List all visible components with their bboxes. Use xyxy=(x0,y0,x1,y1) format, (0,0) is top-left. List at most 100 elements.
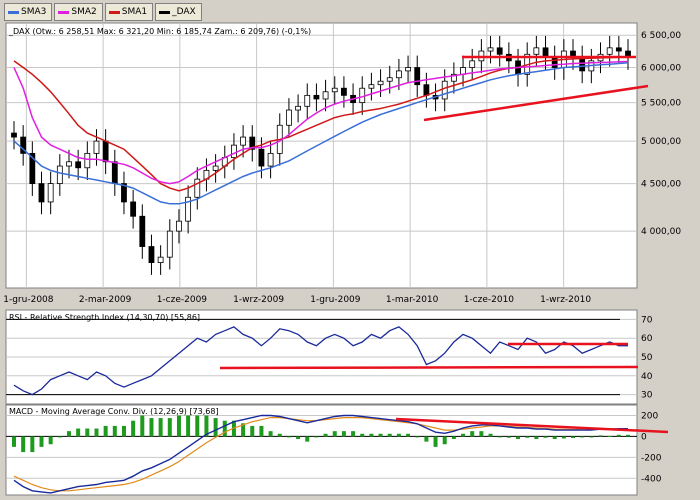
price-candle-body xyxy=(84,152,91,169)
price-x-tick-label: 1-cze-2009 xyxy=(157,295,208,305)
legend-button-label: SMA2 xyxy=(71,7,97,17)
legend-button-sma3[interactable]: SMA3 xyxy=(4,3,53,21)
macd-panel-title: MACD - Moving Average Conv. Div. (12,26,… xyxy=(9,407,219,416)
price-candle-body xyxy=(111,161,118,184)
sma1-color-swatch xyxy=(108,10,120,14)
price-x-tick-label: 1-wrz-2010 xyxy=(540,295,591,305)
price-x-tick-label: 1-wrz-2009 xyxy=(233,295,284,305)
price-candle-body xyxy=(322,91,329,100)
macd-histogram-bar xyxy=(222,420,227,437)
rsi-y-tick-label: 40 xyxy=(641,372,653,382)
price-candle-body xyxy=(240,136,247,146)
price-candle-body xyxy=(551,57,558,68)
macd-histogram-bar xyxy=(341,431,346,437)
macd-histogram-bar xyxy=(167,418,172,437)
macd-histogram-bar xyxy=(552,436,557,440)
rsi-panel: RSI - Relative Strength Index (14,30,70)… xyxy=(5,309,653,405)
price-candle-body xyxy=(341,87,347,96)
macd-y-tick-label: 200 xyxy=(641,411,658,421)
macd-histogram-bar xyxy=(598,435,603,437)
rsi-panel-title: RSI - Relative Strength Index (14,30,70)… xyxy=(9,313,200,322)
macd-histogram-bar xyxy=(360,433,365,437)
macd-histogram-bar xyxy=(140,415,145,437)
sma2-color-swatch xyxy=(58,10,70,14)
price-y-tick-label: 6 000,00 xyxy=(641,64,681,74)
price-candle-body xyxy=(331,87,338,93)
macd-grid xyxy=(6,414,637,479)
legend-toolbar: SMA3 SMA2 SMA1 _DAX xyxy=(4,3,202,21)
price-series-sma1 xyxy=(13,56,629,192)
legend-button-label: SMA3 xyxy=(21,7,47,17)
price-candle-body xyxy=(405,67,411,72)
price-candle-body xyxy=(395,70,402,79)
macd-trendline xyxy=(395,417,669,434)
macd-histogram-bar xyxy=(149,418,154,437)
price-candle-body xyxy=(194,178,201,198)
macd-histogram-bar xyxy=(571,436,576,438)
price-candle-body xyxy=(130,201,137,217)
price-x-tick-label: 1-mar-2010 xyxy=(386,295,439,305)
price-candle-body xyxy=(102,140,109,163)
price-y-tick-label: 4 000,00 xyxy=(641,227,681,237)
legend-button-label: _DAX xyxy=(172,7,196,17)
macd-histogram-bar xyxy=(204,415,209,437)
rsi-series-line xyxy=(13,326,628,396)
price-candle-body xyxy=(47,183,54,203)
macd-y-tick-label: -200 xyxy=(641,453,662,463)
macd-histogram-bar xyxy=(241,423,246,437)
price-candle-body xyxy=(176,220,182,232)
price-x-tick-label: 1-gru-2009 xyxy=(310,295,361,305)
price-candle-body xyxy=(295,105,301,111)
price-support-line xyxy=(423,84,649,122)
macd-histogram-bar xyxy=(21,436,26,453)
price-candle-body xyxy=(313,94,320,100)
macd-histogram-bar xyxy=(516,436,521,440)
price-moving-averages xyxy=(13,56,629,205)
legend-button-dax[interactable]: _DAX xyxy=(155,3,202,21)
macd-panel: MACD - Moving Average Conv. Div. (12,26,… xyxy=(5,404,669,496)
price-candle-body xyxy=(414,67,421,86)
price-panel-title: _DAX (Otw.: 6 258,51 Max: 6 321,20 Min: … xyxy=(8,27,311,36)
price-candle-body xyxy=(533,47,540,55)
price-candle-body xyxy=(377,80,384,86)
macd-histogram-bar xyxy=(351,431,356,437)
macd-histogram-bar xyxy=(48,436,53,445)
macd-histogram-bar xyxy=(30,436,35,453)
price-candle-body xyxy=(359,87,366,104)
dax-color-swatch xyxy=(159,10,171,14)
price-candle-body xyxy=(93,140,100,154)
macd-histogram-bar xyxy=(277,433,282,437)
macd-lines xyxy=(13,414,628,494)
macd-histogram-bar xyxy=(66,431,71,437)
price-x-tick-label: 2-mar-2009 xyxy=(79,295,132,305)
price-candle-body xyxy=(139,215,146,247)
legend-button-sma1[interactable]: SMA1 xyxy=(104,3,154,21)
macd-histogram-bar xyxy=(286,436,291,438)
macd-y-tick-label: -400 xyxy=(641,474,662,484)
macd-histogram-bar xyxy=(607,435,612,437)
macd-histogram-bar xyxy=(424,436,429,442)
legend-button-sma2[interactable]: SMA2 xyxy=(54,3,103,21)
macd-histogram-bar xyxy=(12,436,16,447)
macd-histogram-bar xyxy=(195,415,200,437)
price-candle-body xyxy=(606,47,613,55)
price-candle-body xyxy=(450,73,457,82)
macd-histogram-bar xyxy=(305,436,310,442)
price-series-sma2 xyxy=(13,60,629,185)
price-candle-body xyxy=(148,246,155,263)
macd-line xyxy=(13,414,628,494)
macd-histogram-bar xyxy=(323,433,328,437)
macd-histogram-bar xyxy=(442,436,447,445)
price-panel: _DAX (Otw.: 6 258,51 Max: 6 321,20 Min: … xyxy=(3,22,681,305)
macd-histogram-bar xyxy=(626,434,630,437)
price-candle-body xyxy=(615,47,622,52)
price-candle-body xyxy=(66,161,72,167)
price-candle-body xyxy=(368,84,375,89)
price-y-tick-label: 4 500,00 xyxy=(641,180,681,190)
price-candle-body xyxy=(212,165,219,171)
price-y-tick-label: 6 500,00 xyxy=(641,31,681,41)
macd-histogram-bar xyxy=(406,433,411,437)
price-candle-body xyxy=(258,148,265,167)
